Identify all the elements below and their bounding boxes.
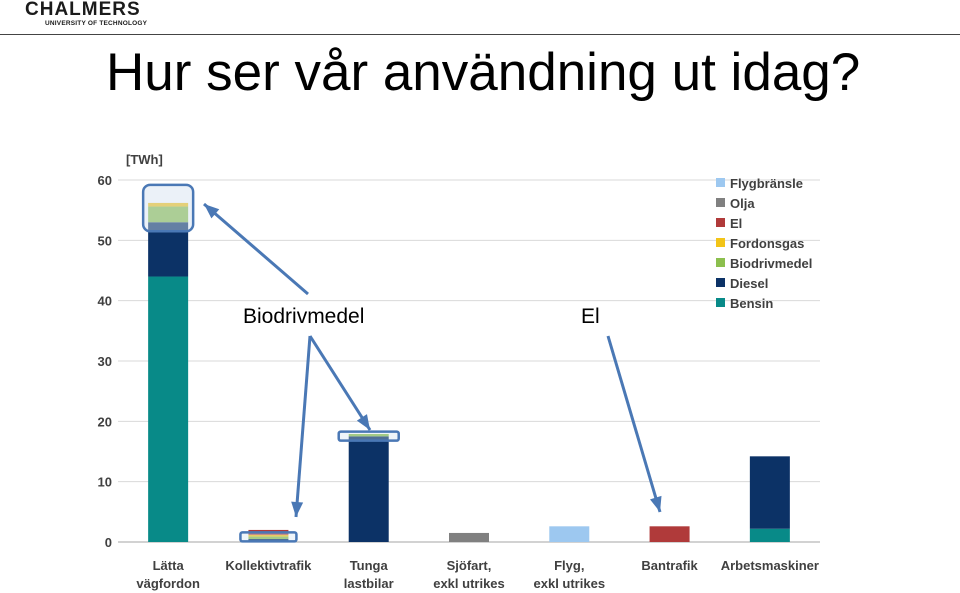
bar-segment-bensin — [749, 528, 790, 542]
legend-swatch — [716, 238, 725, 247]
legend-swatch — [716, 278, 725, 287]
legend-label: Fordonsgas — [730, 236, 804, 251]
highlight-box-kollektivtrafik — [239, 531, 298, 543]
legend-label: Olja — [730, 196, 755, 211]
y-unit-label: [TWh] — [126, 152, 163, 167]
slide-title: Hur ser vår användning ut idag? — [106, 43, 861, 102]
chalmers-logo: CHALMERS UNIVERSITY OF TECHNOLOGY — [25, 0, 147, 28]
legend-swatch — [716, 178, 725, 187]
arrow-to-lattavagfordon — [203, 202, 309, 296]
highlight-box-tungalastbilar — [337, 430, 400, 442]
x-category-label: exkl utrikes — [534, 576, 606, 591]
arrow-to-kollektivtrafik-head — [291, 501, 304, 517]
bar-segment-fordonsgas — [148, 202, 189, 207]
arrow-to-lattavagfordon-head — [204, 204, 220, 219]
arrow-to-tungalastbilar-head — [356, 414, 370, 430]
y-tick-label: 10 — [98, 475, 112, 490]
y-tick-label: 50 — [98, 233, 112, 248]
legend-label: El — [730, 216, 742, 231]
legend-swatch — [716, 218, 725, 227]
y-tick-label: 60 — [98, 173, 112, 188]
x-category-label: Kollektivtrafik — [225, 558, 312, 573]
highlight-box-lattavagfordon — [141, 183, 195, 233]
legend-swatch — [716, 198, 725, 207]
bar-segment-diesel — [749, 456, 790, 529]
y-tick-label: 20 — [98, 414, 112, 429]
bar-segment-olja — [449, 532, 489, 542]
bar-segment-biodrivmedel — [248, 536, 289, 539]
arrow-to-tungalastbilar — [308, 335, 372, 431]
bar-segment-biodrivmedel — [148, 206, 189, 223]
x-category-label: vägfordon — [136, 576, 200, 591]
logo-subtitle: UNIVERSITY OF TECHNOLOGY — [45, 20, 148, 27]
bar-segment-diesel — [348, 436, 389, 542]
x-category-label: exkl utrikes — [433, 576, 505, 591]
legend-swatch — [716, 298, 725, 307]
y-tick-label: 30 — [98, 354, 112, 369]
x-category-label: Arbetsmaskiner — [721, 558, 819, 573]
legend-swatch — [716, 258, 725, 267]
x-category-label: lastbilar — [344, 576, 394, 591]
arrow-to-kollektivtrafik — [294, 335, 312, 518]
bar-segment-fordonsgas — [248, 534, 289, 537]
legend-label: Biodrivmedel — [730, 256, 812, 271]
arrow-to-bantrafik — [606, 335, 662, 513]
x-category-label: Sjöfart, — [447, 558, 492, 573]
x-category-label: Lätta — [153, 558, 185, 573]
logo-wordmark: CHALMERS — [25, 0, 141, 20]
legend-label: Flygbränsle — [730, 176, 803, 191]
y-tick-label: 0 — [105, 535, 112, 550]
bar-segment-flygbränsle — [549, 526, 590, 542]
x-category-label: Flyg, — [554, 558, 584, 573]
bar-segment-el — [649, 526, 690, 542]
annotation-biodrivmedel: Biodrivmedel — [243, 305, 365, 328]
x-category-label: Tunga — [350, 558, 389, 573]
y-tick-label: 40 — [98, 294, 112, 309]
bar-segment-bensin — [148, 276, 189, 542]
x-category-label: Bantrafik — [641, 558, 698, 573]
arrow-to-bantrafik-head — [649, 495, 662, 512]
legend-label: Diesel — [730, 276, 768, 291]
header-divider — [0, 34, 960, 35]
bar-segment-biodrivmedel — [348, 434, 389, 437]
legend-label: Bensin — [730, 296, 773, 311]
annotation-el: El — [581, 305, 600, 328]
